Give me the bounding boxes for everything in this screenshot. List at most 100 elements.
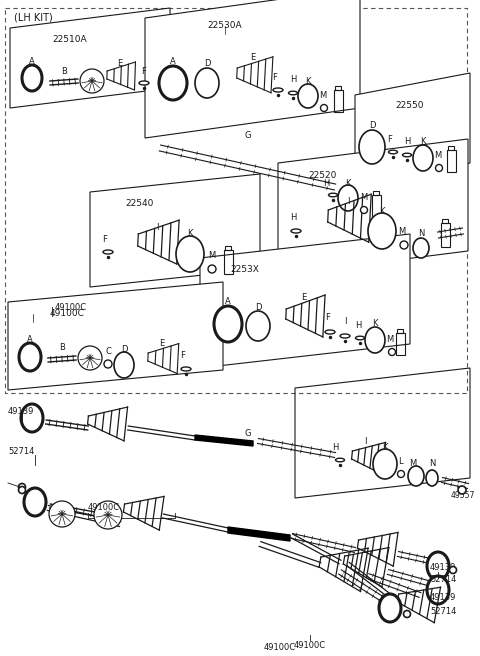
Circle shape xyxy=(449,567,456,573)
Bar xyxy=(396,333,405,355)
Ellipse shape xyxy=(195,68,219,98)
Circle shape xyxy=(458,486,466,494)
Bar xyxy=(442,218,448,223)
Text: G: G xyxy=(245,428,251,438)
Ellipse shape xyxy=(181,367,191,371)
Text: L: L xyxy=(398,457,402,466)
Text: F: F xyxy=(325,314,330,323)
Text: H: H xyxy=(323,178,329,188)
Text: G: G xyxy=(245,131,251,140)
Ellipse shape xyxy=(176,236,204,272)
Text: K: K xyxy=(187,230,193,239)
Ellipse shape xyxy=(21,404,43,432)
Ellipse shape xyxy=(338,185,358,211)
Circle shape xyxy=(94,501,122,529)
Text: D: D xyxy=(255,304,261,312)
Ellipse shape xyxy=(359,130,385,164)
Text: F: F xyxy=(273,73,277,81)
Text: F: F xyxy=(180,352,185,361)
Text: M: M xyxy=(434,150,442,159)
Circle shape xyxy=(404,611,410,617)
Text: N: N xyxy=(418,228,424,237)
Text: A: A xyxy=(27,335,33,344)
Circle shape xyxy=(400,241,408,249)
Ellipse shape xyxy=(365,327,385,353)
Ellipse shape xyxy=(368,213,396,249)
Text: 22540: 22540 xyxy=(125,199,154,209)
Ellipse shape xyxy=(291,229,301,233)
Text: 22530A: 22530A xyxy=(208,22,242,30)
Text: H: H xyxy=(290,75,296,85)
Text: 49139: 49139 xyxy=(430,594,456,602)
Polygon shape xyxy=(90,174,260,287)
Circle shape xyxy=(388,348,396,356)
Text: M: M xyxy=(386,335,394,344)
Ellipse shape xyxy=(288,91,298,95)
Circle shape xyxy=(19,487,25,493)
Text: H: H xyxy=(404,138,410,146)
Text: E: E xyxy=(159,340,165,348)
Text: B: B xyxy=(59,344,65,352)
Text: 52714: 52714 xyxy=(430,607,456,617)
Ellipse shape xyxy=(356,336,364,340)
Ellipse shape xyxy=(114,352,134,378)
Text: D: D xyxy=(369,121,375,131)
Ellipse shape xyxy=(103,250,113,254)
Ellipse shape xyxy=(22,65,42,91)
Ellipse shape xyxy=(298,84,318,108)
Text: M: M xyxy=(409,459,417,468)
Polygon shape xyxy=(145,0,360,138)
Polygon shape xyxy=(355,73,470,185)
Text: 49100C: 49100C xyxy=(50,310,85,319)
Text: K: K xyxy=(372,319,378,329)
Text: I: I xyxy=(344,318,346,327)
Bar xyxy=(441,223,449,247)
Circle shape xyxy=(80,69,104,93)
Polygon shape xyxy=(10,8,170,108)
Text: I: I xyxy=(156,222,158,232)
Ellipse shape xyxy=(427,576,449,604)
Bar xyxy=(397,329,403,333)
Text: 49100C: 49100C xyxy=(88,502,120,512)
Text: I: I xyxy=(347,197,349,205)
Text: 52714: 52714 xyxy=(430,575,456,584)
Bar xyxy=(334,90,343,112)
Text: H: H xyxy=(355,321,361,329)
Text: K: K xyxy=(345,178,351,188)
Text: F: F xyxy=(387,134,393,144)
Text: 49139: 49139 xyxy=(8,407,35,415)
Ellipse shape xyxy=(403,154,411,157)
Text: H: H xyxy=(290,213,296,222)
Text: 49557: 49557 xyxy=(451,491,475,501)
Bar xyxy=(336,86,341,90)
Bar xyxy=(446,150,456,172)
Bar xyxy=(5,8,467,393)
Ellipse shape xyxy=(427,552,449,580)
Text: M: M xyxy=(319,91,326,100)
Ellipse shape xyxy=(408,466,424,486)
Text: F: F xyxy=(103,234,108,243)
Ellipse shape xyxy=(273,88,283,92)
Text: E: E xyxy=(301,293,307,302)
Ellipse shape xyxy=(413,145,433,171)
Polygon shape xyxy=(228,527,290,541)
Polygon shape xyxy=(195,435,253,446)
Text: 49100C: 49100C xyxy=(55,302,87,312)
Text: D: D xyxy=(121,346,127,354)
Text: E: E xyxy=(118,60,122,68)
Text: A: A xyxy=(170,58,176,66)
Text: E: E xyxy=(251,54,256,62)
Ellipse shape xyxy=(426,470,438,486)
Text: N: N xyxy=(429,459,435,468)
Ellipse shape xyxy=(246,311,270,341)
Text: 22510A: 22510A xyxy=(52,35,86,45)
Circle shape xyxy=(360,207,368,213)
Text: M: M xyxy=(360,194,368,203)
Ellipse shape xyxy=(340,334,350,338)
Ellipse shape xyxy=(24,488,46,516)
Bar xyxy=(448,146,454,150)
Ellipse shape xyxy=(336,458,345,462)
Circle shape xyxy=(435,165,443,171)
Circle shape xyxy=(321,104,327,112)
Text: 49100C: 49100C xyxy=(294,640,326,649)
